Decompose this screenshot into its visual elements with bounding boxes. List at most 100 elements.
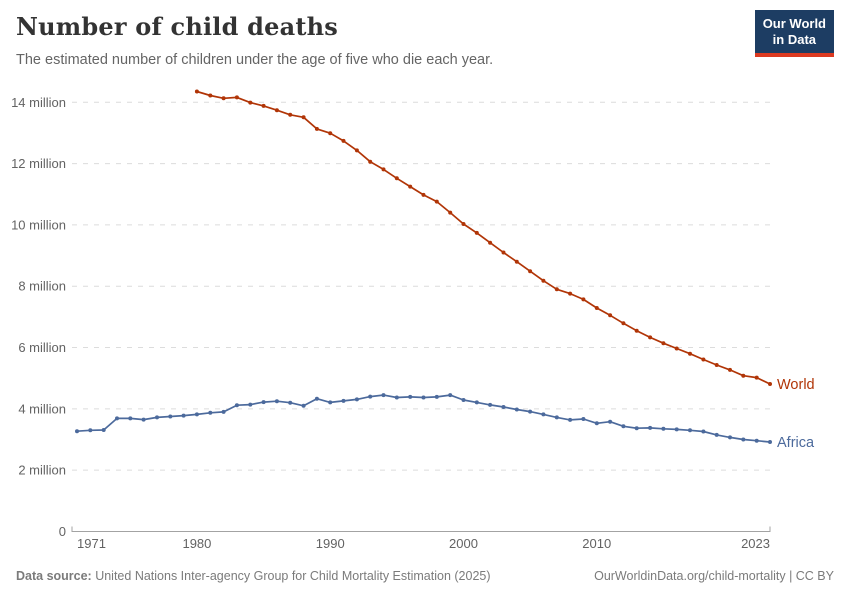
series-point[interactable]: [394, 395, 399, 400]
series-point[interactable]: [474, 400, 479, 405]
series-point[interactable]: [754, 438, 759, 443]
series-point[interactable]: [528, 409, 533, 414]
series-point[interactable]: [634, 328, 639, 333]
series-point[interactable]: [554, 415, 559, 420]
series-point[interactable]: [541, 412, 546, 417]
series-point[interactable]: [501, 405, 506, 409]
series-point[interactable]: [634, 426, 639, 431]
series-point[interactable]: [421, 192, 426, 197]
series-point[interactable]: [75, 429, 79, 434]
series-point[interactable]: [274, 399, 279, 404]
series-point[interactable]: [461, 398, 466, 402]
series-point[interactable]: [661, 341, 666, 346]
series-point[interactable]: [434, 199, 439, 204]
series-point[interactable]: [88, 428, 93, 433]
series-point[interactable]: [341, 398, 346, 403]
credit-link[interactable]: OurWorldinData.org/child-mortality | CC …: [594, 569, 834, 583]
series-point[interactable]: [301, 403, 306, 408]
series-point[interactable]: [674, 427, 679, 432]
series-point[interactable]: [594, 306, 599, 310]
series-point[interactable]: [541, 278, 546, 283]
africa-series[interactable]: Africa: [75, 393, 815, 451]
series-point[interactable]: [714, 363, 719, 367]
series-point[interactable]: [501, 250, 506, 255]
series-point[interactable]: [354, 148, 359, 153]
series-point[interactable]: [434, 394, 439, 399]
series-point[interactable]: [101, 428, 106, 432]
series-point[interactable]: [234, 403, 239, 408]
world-line[interactable]: [196, 90, 771, 385]
series-point[interactable]: [648, 425, 653, 430]
series-point[interactable]: [621, 321, 626, 326]
series-point[interactable]: [208, 93, 213, 98]
series-point[interactable]: [234, 95, 239, 100]
series-point[interactable]: [568, 291, 573, 296]
series-point[interactable]: [768, 440, 772, 444]
series-point[interactable]: [421, 395, 426, 400]
series-point[interactable]: [741, 437, 746, 442]
series-point[interactable]: [368, 159, 373, 164]
series-point[interactable]: [394, 176, 399, 181]
series-point[interactable]: [608, 313, 613, 318]
series-point[interactable]: [528, 269, 533, 274]
series-point[interactable]: [594, 421, 599, 426]
series-point[interactable]: [714, 432, 719, 437]
series-point[interactable]: [514, 407, 519, 412]
series-point[interactable]: [261, 103, 266, 108]
series-point[interactable]: [328, 400, 333, 405]
series-point[interactable]: [448, 393, 453, 398]
owid-logo[interactable]: Our World in Data: [754, 10, 834, 57]
series-point[interactable]: [408, 184, 413, 189]
series-point[interactable]: [474, 230, 479, 235]
series-point[interactable]: [381, 167, 386, 172]
series-point[interactable]: [701, 357, 706, 362]
series-point[interactable]: [754, 375, 759, 380]
series-point[interactable]: [115, 416, 119, 421]
series-point[interactable]: [768, 382, 772, 386]
series-point[interactable]: [728, 367, 732, 372]
series-point[interactable]: [701, 429, 706, 434]
series-point[interactable]: [301, 115, 306, 120]
series-point[interactable]: [155, 415, 159, 420]
series-point[interactable]: [514, 259, 519, 264]
series-point[interactable]: [728, 435, 732, 440]
series-point[interactable]: [581, 417, 586, 421]
series-point[interactable]: [248, 402, 253, 407]
series-point[interactable]: [368, 394, 373, 399]
series-point[interactable]: [448, 210, 453, 215]
series-point[interactable]: [648, 335, 653, 340]
series-point[interactable]: [488, 402, 493, 407]
series-point[interactable]: [194, 412, 199, 417]
series-point[interactable]: [408, 394, 413, 399]
series-point[interactable]: [141, 417, 146, 422]
series-point[interactable]: [221, 96, 226, 101]
series-point[interactable]: [181, 413, 186, 418]
series-point[interactable]: [688, 351, 692, 356]
series-point[interactable]: [688, 428, 692, 433]
series-point[interactable]: [581, 297, 586, 302]
series-point[interactable]: [341, 138, 346, 143]
series-point[interactable]: [274, 108, 279, 113]
series-point[interactable]: [741, 373, 746, 378]
series-point[interactable]: [314, 396, 319, 401]
series-point[interactable]: [288, 400, 293, 405]
series-point[interactable]: [128, 416, 133, 421]
series-point[interactable]: [568, 417, 573, 422]
series-point[interactable]: [261, 400, 266, 405]
series-point[interactable]: [381, 393, 386, 398]
series-point[interactable]: [661, 426, 666, 431]
series-point[interactable]: [554, 287, 559, 292]
series-point[interactable]: [314, 126, 319, 131]
series-point[interactable]: [461, 222, 466, 226]
series-point[interactable]: [608, 419, 613, 424]
world-series[interactable]: World: [194, 89, 815, 393]
series-point[interactable]: [194, 89, 199, 94]
series-point[interactable]: [288, 112, 293, 117]
series-point[interactable]: [354, 397, 359, 402]
series-point[interactable]: [674, 346, 679, 351]
series-point[interactable]: [208, 410, 213, 415]
series-point[interactable]: [168, 414, 173, 419]
series-point[interactable]: [221, 409, 226, 414]
africa-line[interactable]: [76, 394, 771, 443]
series-point[interactable]: [488, 240, 493, 245]
